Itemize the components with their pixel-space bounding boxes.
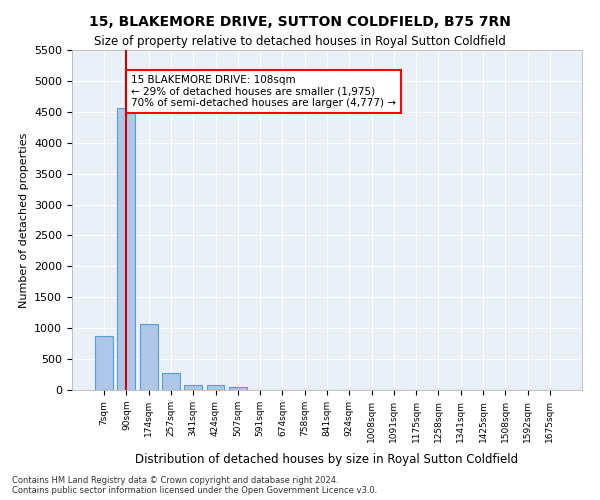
Bar	[95, 336, 113, 390]
Bar	[118, 108, 136, 390]
Bar	[140, 324, 158, 390]
Bar	[229, 386, 247, 390]
Text: 15, BLAKEMORE DRIVE, SUTTON COLDFIELD, B75 7RN: 15, BLAKEMORE DRIVE, SUTTON COLDFIELD, B…	[89, 15, 511, 29]
Bar	[184, 384, 202, 390]
Y-axis label: Number of detached properties: Number of detached properties	[19, 132, 29, 308]
Text: Size of property relative to detached houses in Royal Sutton Coldfield: Size of property relative to detached ho…	[94, 35, 506, 48]
Text: 15 BLAKEMORE DRIVE: 108sqm
← 29% of detached houses are smaller (1,975)
70% of s: 15 BLAKEMORE DRIVE: 108sqm ← 29% of deta…	[131, 74, 396, 108]
Text: Contains HM Land Registry data © Crown copyright and database right 2024.
Contai: Contains HM Land Registry data © Crown c…	[12, 476, 377, 495]
Bar	[206, 386, 224, 390]
Bar	[162, 374, 180, 390]
X-axis label: Distribution of detached houses by size in Royal Sutton Coldfield: Distribution of detached houses by size …	[136, 453, 518, 466]
